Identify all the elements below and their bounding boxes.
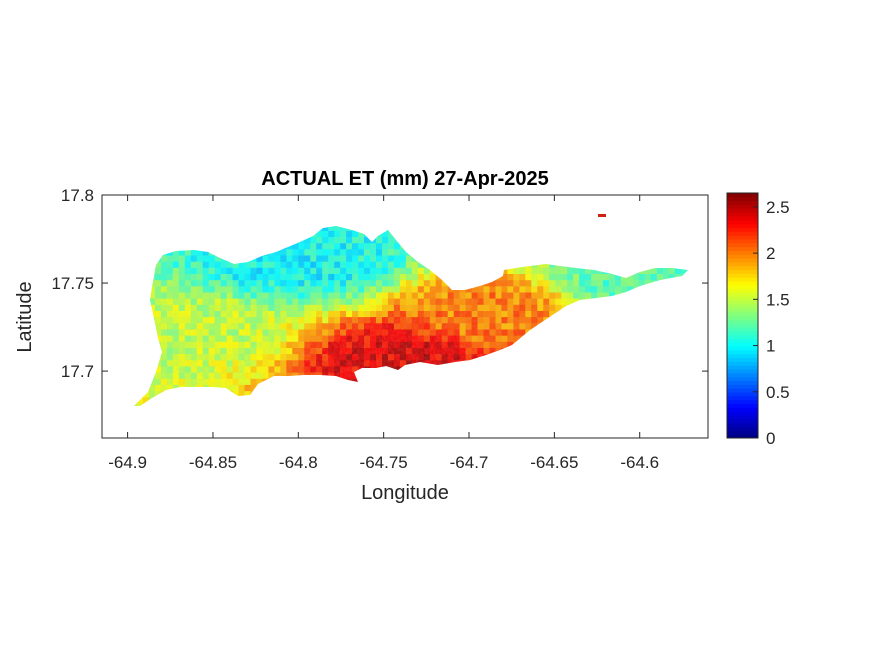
x-tick-label: -64.75	[360, 453, 408, 472]
colorbar-cell	[727, 215, 758, 221]
islet	[598, 214, 606, 217]
colorbar-cell	[727, 246, 758, 251]
colorbar-tick-label: 1.5	[766, 290, 790, 309]
colorbar-cell	[727, 200, 758, 205]
colorbar-cell	[727, 273, 758, 278]
colorbar-cell	[727, 292, 758, 297]
colorbar-frame	[726, 192, 759, 439]
x-tick-label: -64.7	[450, 453, 489, 472]
colorbar-cell	[727, 284, 758, 290]
x-tick-label: -64.9	[108, 453, 147, 472]
y-axis-label: Latitude	[14, 281, 36, 352]
colorbar-cell	[727, 338, 758, 343]
x-tick-label: -64.8	[279, 453, 318, 472]
x-axis-label: Longitude	[361, 482, 449, 504]
colorbar-cell	[727, 369, 758, 374]
colorbar-cell	[727, 334, 758, 339]
colorbar-cell	[727, 296, 758, 301]
colorbar-cell	[727, 415, 758, 420]
colorbar-cell	[727, 242, 758, 248]
colorbar-cell	[727, 212, 758, 217]
colorbar-cell	[727, 372, 758, 378]
colorbar-cell	[727, 238, 758, 244]
colorbar-cell	[727, 250, 758, 255]
colorbar-cell	[727, 426, 758, 431]
colorbar-cell	[727, 269, 758, 274]
colorbar-cell	[727, 300, 758, 305]
x-tick-label: -64.85	[189, 453, 237, 472]
y-axis: 17.7 17.75 17.8	[51, 186, 708, 381]
colorbar-cell	[727, 330, 758, 336]
colorbar-cell	[727, 407, 758, 412]
colorbar-cell	[727, 326, 758, 332]
colorbar-cell	[727, 311, 758, 316]
chart-title: ACTUAL ET (mm) 27-Apr-2025	[261, 168, 548, 190]
colorbar-cell	[727, 346, 758, 351]
colorbar-tick-label: 0.5	[766, 383, 790, 402]
colorbar-cell	[727, 376, 758, 382]
colorbar-cell	[727, 319, 758, 324]
colorbar-tick-label: 0	[766, 429, 775, 448]
colorbar-tick-label: 2	[766, 244, 775, 263]
colorbar-cell	[727, 277, 758, 282]
colorbar-cell	[727, 357, 758, 362]
y-tick-label: 17.8	[61, 186, 94, 205]
colorbar-cell	[727, 418, 758, 424]
colorbar-cell	[727, 254, 758, 259]
colorbar-cell	[727, 388, 758, 393]
x-tick-label: -64.65	[530, 453, 578, 472]
colorbar-cell	[727, 399, 758, 405]
colorbar: 0 0.5 1 1.5 2 2.5	[726, 192, 790, 448]
colorbar-cell	[727, 231, 758, 236]
x-axis: -64.9 -64.85 -64.8 -64.75 -64.7 -64.65 -64.6	[108, 195, 659, 472]
colorbar-cell	[727, 288, 758, 294]
colorbar-cell	[727, 365, 758, 370]
x-tick-label: -64.6	[620, 453, 659, 472]
colorbar-cell	[727, 434, 758, 439]
colorbar-cell	[727, 223, 758, 228]
colorbar-tick-label: 1	[766, 337, 775, 356]
colorbar-cell	[727, 315, 758, 320]
colorbar-cell	[727, 349, 758, 355]
colorbar-cell	[727, 196, 758, 202]
y-tick-label: 17.7	[61, 362, 94, 381]
colorbar-cell	[727, 353, 758, 359]
colorbar-cell	[727, 323, 758, 328]
colorbar-cell	[727, 430, 758, 435]
colorbar-cell	[727, 258, 758, 263]
colorbar-cell	[727, 304, 758, 309]
colorbar-cell	[727, 227, 758, 232]
colorbar-cell	[727, 361, 758, 366]
colorbar-cell	[727, 235, 758, 240]
colorbar-cell	[727, 380, 758, 385]
colorbar-cell	[727, 384, 758, 389]
colorbar-cell	[727, 342, 758, 347]
y-tick-label: 17.75	[51, 274, 94, 293]
colorbar-cell	[727, 422, 758, 428]
colorbar-cell	[727, 392, 758, 397]
colorbar-cell	[727, 193, 758, 198]
colorbar-cell	[727, 204, 758, 209]
colorbar-cell	[727, 219, 758, 225]
colorbar-tick-label: 2.5	[766, 198, 790, 217]
colorbar-cell	[727, 403, 758, 408]
colorbar-cell	[727, 281, 758, 286]
colorbar-cell	[727, 395, 758, 401]
colorbar-cell	[727, 307, 758, 313]
colorbar-cell	[727, 411, 758, 416]
colorbar-cell	[727, 265, 758, 271]
colorbar-cell	[727, 261, 758, 267]
colorbar-cell	[727, 208, 758, 213]
